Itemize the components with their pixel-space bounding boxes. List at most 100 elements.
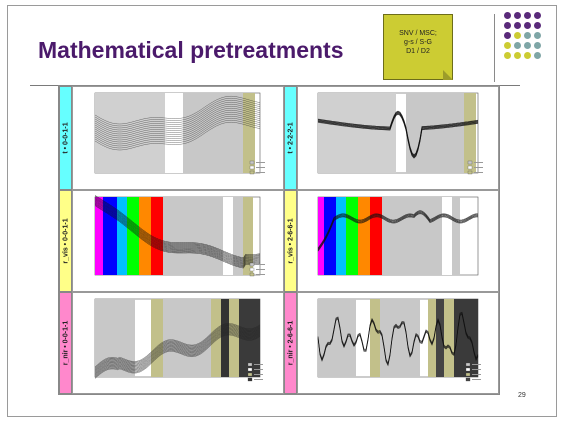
panel-label-3: r_vis • 0-0-1-1	[59, 190, 72, 292]
decor-dot	[534, 22, 541, 29]
spectrum-line	[317, 113, 479, 158]
wavelength-band	[442, 197, 452, 275]
wavelength-band	[163, 299, 211, 377]
spectrum-line	[317, 111, 479, 157]
wavelength-band	[318, 197, 324, 275]
panel-label-4: r_vis • 2-6-6-1	[284, 190, 297, 292]
wavelength-band	[243, 197, 253, 275]
spectrum-line	[94, 334, 261, 379]
wavelength-band	[151, 197, 163, 275]
legend-swatch	[465, 372, 471, 377]
note-line-2: g-s / S-G	[403, 39, 432, 46]
spectrum-line	[94, 202, 261, 266]
legend-text-placeholder	[474, 172, 483, 173]
decor-vertical-line	[494, 14, 495, 82]
legend-swatch	[249, 160, 255, 165]
spectrum-line	[317, 213, 479, 252]
legend-text-placeholder	[256, 167, 265, 168]
legend-text-placeholder	[256, 172, 265, 173]
sticky-note-text: SNV / MSC; g-s / S-G D1 / D2	[386, 29, 450, 56]
wavelength-band	[95, 299, 135, 377]
decor-dot	[504, 32, 511, 39]
wavelength-band	[229, 299, 239, 377]
note-line-3: D1 / D2	[406, 48, 430, 55]
wavelength-band	[406, 93, 464, 173]
spectrum-line	[317, 210, 478, 249]
spectrum-line	[94, 333, 261, 378]
legend-text-placeholder	[472, 374, 481, 375]
spectrum-line	[94, 111, 261, 141]
legend-text-placeholder	[256, 269, 265, 270]
wavelength-band	[452, 197, 460, 275]
legend-text-placeholder	[474, 167, 483, 168]
spectrum-line	[94, 115, 261, 145]
wavelength-band	[223, 197, 233, 275]
spectrum-line	[94, 107, 261, 137]
decor-dot	[504, 52, 511, 59]
spectrum-line	[94, 204, 261, 268]
decor-dot	[534, 12, 541, 19]
spectrum-line	[94, 328, 261, 373]
spectrum-line	[94, 97, 261, 127]
wavelength-band	[165, 93, 183, 173]
spectrum-line	[317, 110, 479, 156]
decor-dot	[524, 42, 531, 49]
spectra-plot-3	[72, 190, 284, 292]
spectrum-line	[317, 112, 479, 158]
wavelength-band	[444, 299, 454, 377]
spectrum-line	[94, 198, 261, 262]
spectrum-line	[94, 95, 261, 125]
wavelength-band	[318, 93, 396, 173]
spectrum-line	[94, 330, 261, 375]
spectrum-line	[94, 331, 261, 376]
spectrum-line	[94, 109, 261, 139]
spectrum-line	[94, 103, 261, 133]
spectrum-line	[94, 332, 261, 377]
sticky-note: SNV / MSC; g-s / S-G D1 / D2	[383, 14, 453, 80]
spectrum-line	[94, 324, 261, 369]
wavelength-band	[318, 299, 356, 377]
legend-text-placeholder	[254, 369, 263, 370]
wavelength-band	[370, 197, 382, 275]
spectrum-line	[94, 200, 261, 264]
spectrum-line	[94, 205, 261, 269]
decor-dot	[504, 22, 511, 29]
decor-dot	[514, 32, 521, 39]
panel-label-4-text: r_vis • 2-6-6-1	[287, 218, 294, 264]
spectrum-line	[317, 113, 479, 159]
spectrum-line	[94, 199, 261, 263]
legend-text-placeholder	[472, 364, 481, 365]
legend-swatch	[249, 262, 255, 267]
wavelength-band	[382, 197, 442, 275]
decor-dot	[504, 42, 511, 49]
wavelength-band	[358, 197, 370, 275]
wavelength-band	[428, 299, 436, 377]
note-fold	[443, 70, 453, 80]
decor-dot	[514, 22, 521, 29]
legend-swatch	[249, 170, 255, 175]
wavelength-band	[436, 299, 444, 377]
note-line-1: SNV / MSC;	[399, 30, 437, 37]
spectra-plot-1	[72, 86, 284, 190]
legend-swatch	[247, 367, 253, 372]
legend-swatch	[249, 267, 255, 272]
spectrum-line	[94, 326, 261, 371]
spectrum-line	[94, 195, 261, 259]
wavelength-band	[95, 197, 103, 275]
spectra-plot-4-svg	[317, 196, 479, 276]
panel-label-2-text: t • 2-2-2-1	[287, 122, 294, 154]
spectrum-line	[94, 323, 261, 368]
spectrum-line	[94, 117, 261, 147]
decor-dot	[534, 52, 541, 59]
decor-dot	[524, 22, 531, 29]
wavelength-band	[151, 299, 163, 377]
legend-text-placeholder	[254, 379, 263, 380]
spectrum-line	[317, 212, 479, 251]
spectra-plot-1-svg	[94, 92, 265, 175]
legend-swatch	[247, 362, 253, 367]
spectra-plot-6	[297, 292, 499, 394]
legend-text-placeholder	[256, 274, 265, 275]
spectrum-line	[94, 99, 261, 129]
spectra-plot-6-svg	[317, 298, 481, 382]
